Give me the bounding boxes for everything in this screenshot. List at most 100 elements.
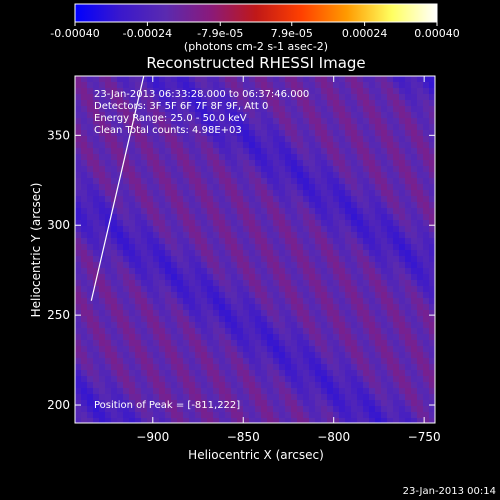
heatmap-cell <box>291 364 298 371</box>
heatmap-cell <box>279 76 286 83</box>
heatmap-cell <box>327 388 334 395</box>
heatmap-cell <box>99 286 106 293</box>
heatmap-cell <box>129 190 136 197</box>
heatmap-cell <box>135 382 142 389</box>
heatmap-cell <box>75 166 82 173</box>
heatmap-cell <box>273 394 280 401</box>
heatmap-cell <box>225 376 232 383</box>
heatmap-cell <box>267 394 274 401</box>
heatmap-cell <box>375 388 382 395</box>
heatmap-cell <box>99 136 106 143</box>
heatmap-cell <box>333 106 340 113</box>
heatmap-cell <box>141 250 148 257</box>
heatmap-cell <box>183 202 190 209</box>
heatmap-cell <box>315 382 322 389</box>
heatmap-cell <box>321 100 328 107</box>
heatmap-cell <box>345 412 352 419</box>
heatmap-cell <box>201 364 208 371</box>
heatmap-cell <box>171 124 178 131</box>
heatmap-cell <box>87 322 94 329</box>
heatmap-cell <box>213 184 220 191</box>
heatmap-cell <box>189 100 196 107</box>
heatmap-cell <box>291 166 298 173</box>
heatmap-cell <box>123 388 130 395</box>
heatmap-cell <box>423 76 430 83</box>
heatmap-cell <box>249 130 256 137</box>
heatmap-cell <box>387 382 394 389</box>
heatmap-cell <box>87 82 94 89</box>
heatmap-cell <box>267 310 274 317</box>
heatmap-cell <box>243 304 250 311</box>
heatmap-cell <box>399 136 406 143</box>
heatmap-cell <box>375 418 382 423</box>
heatmap-cell <box>411 160 418 167</box>
heatmap-cell <box>189 82 196 89</box>
heatmap-cell <box>243 346 250 353</box>
heatmap-cell <box>159 310 166 317</box>
heatmap-cell <box>291 130 298 137</box>
heatmap-cell <box>219 274 226 281</box>
heatmap-cell <box>279 310 286 317</box>
heatmap-cell <box>399 220 406 227</box>
heatmap-cell <box>261 340 268 347</box>
heatmap-cell <box>369 292 376 299</box>
heatmap-cell <box>147 226 154 233</box>
heatmap-cell <box>207 280 214 287</box>
heatmap-cell <box>141 382 148 389</box>
heatmap-cell <box>153 286 160 293</box>
heatmap-cell <box>177 142 184 149</box>
heatmap-cell <box>423 412 430 419</box>
heatmap-cell <box>183 412 190 419</box>
heatmap-cell <box>243 298 250 305</box>
heatmap-cell <box>189 352 196 359</box>
heatmap-cell <box>129 166 136 173</box>
heatmap-cell <box>183 130 190 137</box>
heatmap-cell <box>297 286 304 293</box>
heatmap-cell <box>75 388 82 395</box>
heatmap-cell <box>405 184 412 191</box>
heatmap-cell <box>99 370 106 377</box>
heatmap-cell <box>255 388 262 395</box>
heatmap-cell <box>117 244 124 251</box>
heatmap-cell <box>345 340 352 347</box>
heatmap-cell <box>123 244 130 251</box>
heatmap-cell <box>219 316 226 323</box>
heatmap-cell <box>411 322 418 329</box>
heatmap-cell <box>129 238 136 245</box>
heatmap-cell <box>195 286 202 293</box>
heatmap-cell <box>273 316 280 323</box>
heatmap-cell <box>339 238 346 245</box>
heatmap-cell <box>363 220 370 227</box>
heatmap-cell <box>423 106 430 113</box>
heatmap-cell <box>123 406 130 413</box>
heatmap-cell <box>183 160 190 167</box>
heatmap-cell <box>213 274 220 281</box>
heatmap-cell <box>411 400 418 407</box>
heatmap-cell <box>213 76 220 83</box>
heatmap-cell <box>189 268 196 275</box>
heatmap-cell <box>363 310 370 317</box>
heatmap-cell <box>369 82 376 89</box>
heatmap-cell <box>249 208 256 215</box>
heatmap-cell <box>219 304 226 311</box>
heatmap-cell <box>231 226 238 233</box>
heatmap-cell <box>423 88 430 95</box>
heatmap-cell <box>123 274 130 281</box>
heatmap-cell <box>327 184 334 191</box>
heatmap-cell <box>141 82 148 89</box>
heatmap-cell <box>303 184 310 191</box>
heatmap-cell <box>123 256 130 263</box>
heatmap-cell <box>375 226 382 233</box>
heatmap-cell <box>393 292 400 299</box>
heatmap-cell <box>291 184 298 191</box>
heatmap-cell <box>303 148 310 155</box>
heatmap-cell <box>81 94 88 101</box>
heatmap-cell <box>171 346 178 353</box>
heatmap-cell <box>231 142 238 149</box>
heatmap-cell <box>423 238 430 245</box>
heatmap-cell <box>345 178 352 185</box>
heatmap-cell <box>147 364 154 371</box>
heatmap-cell <box>171 340 178 347</box>
heatmap-cell <box>303 106 310 113</box>
heatmap-cell <box>309 352 316 359</box>
